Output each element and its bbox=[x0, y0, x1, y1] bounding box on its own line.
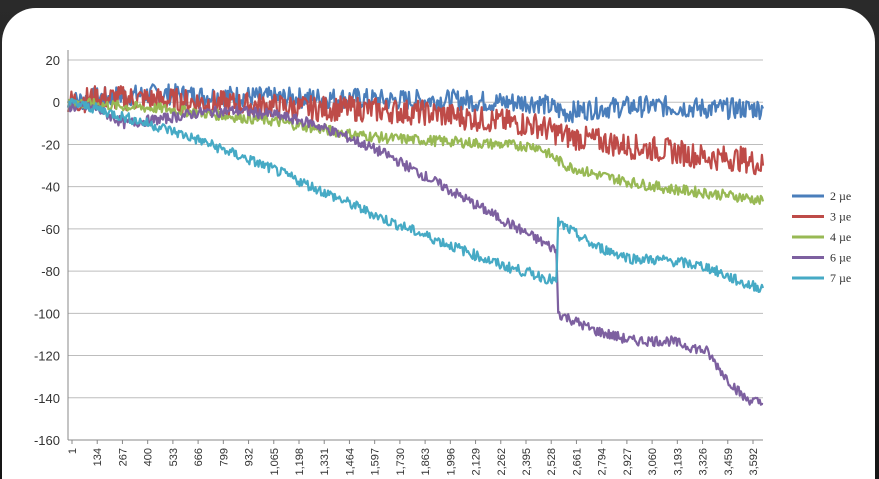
x-tick-label: 1,996 bbox=[445, 448, 457, 476]
x-tick-label: 1 bbox=[67, 448, 79, 454]
x-tick-label: 3,592 bbox=[748, 448, 760, 476]
y-tick-label: 0 bbox=[53, 95, 60, 110]
x-tick-label: 1,730 bbox=[395, 448, 407, 476]
y-tick-label: -140 bbox=[34, 391, 60, 406]
legend-label: 2 µe bbox=[830, 189, 851, 203]
legend-label: 3 µe bbox=[830, 210, 851, 224]
x-tick-label: 3,060 bbox=[647, 448, 659, 476]
x-tick-label: 1,863 bbox=[420, 448, 432, 476]
legend-label: 6 µe bbox=[830, 251, 851, 265]
x-tick-label: 1,464 bbox=[344, 448, 356, 476]
series-line-3 bbox=[66, 97, 765, 206]
x-tick-label: 932 bbox=[244, 448, 256, 466]
chart-card: 20 0 -20 -40 -60 -80 -100 -120 -140 -160 1 134 267 4… bbox=[2, 8, 875, 479]
x-tick-label: 134 bbox=[92, 448, 104, 466]
x-tick-label: 2,528 bbox=[546, 448, 558, 476]
x-tick-label: 3,193 bbox=[672, 448, 684, 476]
x-tick-labels: 1 134 267 400 533 666 799 932 1,065 1,198 1,331 1,4… bbox=[67, 448, 760, 476]
x-tick-label: 267 bbox=[117, 448, 129, 466]
x-tick-label: 1,331 bbox=[319, 448, 331, 476]
y-tick-label: -160 bbox=[34, 433, 60, 448]
legend: 2 µe 3 µe 4 µe 6 µe 7 µe bbox=[792, 189, 851, 285]
series-line-5 bbox=[66, 97, 765, 293]
x-tick-label: 2,927 bbox=[622, 448, 634, 476]
series-layer bbox=[66, 83, 765, 406]
line-chart: 20 0 -20 -40 -60 -80 -100 -120 -140 -160 1 134 267 4… bbox=[34, 50, 851, 476]
x-tick-label: 2,262 bbox=[496, 448, 508, 476]
y-tick-label: -120 bbox=[34, 349, 60, 364]
x-tick-label: 1,198 bbox=[294, 448, 306, 476]
y-tick-label: -20 bbox=[41, 137, 60, 152]
x-tick-label: 1,065 bbox=[269, 448, 281, 476]
x-tick-label: 3,459 bbox=[723, 448, 735, 476]
x-tick-label: 533 bbox=[168, 448, 180, 466]
y-tick-label: -40 bbox=[41, 180, 60, 195]
y-tick-label: -100 bbox=[34, 306, 60, 321]
legend-label: 7 µe bbox=[830, 271, 851, 285]
x-tick-label: 3,326 bbox=[698, 448, 710, 476]
x-tick-label: 799 bbox=[218, 448, 230, 466]
x-tick-label: 400 bbox=[143, 448, 155, 466]
x-tick-label: 2,794 bbox=[597, 448, 609, 476]
y-tick-label: -60 bbox=[41, 222, 60, 237]
x-tick-label: 1,597 bbox=[370, 448, 382, 476]
x-tick-label: 2,661 bbox=[571, 448, 583, 476]
series-line-4 bbox=[66, 101, 764, 406]
x-tick-label: 2,395 bbox=[521, 448, 533, 476]
y-tick-label: 20 bbox=[46, 53, 60, 68]
legend-label: 4 µe bbox=[830, 230, 851, 244]
axes bbox=[67, 50, 763, 444]
x-tick-label: 2,129 bbox=[471, 448, 483, 476]
x-tick-label: 666 bbox=[193, 448, 205, 466]
y-tick-labels: 20 0 -20 -40 -60 -80 -100 -120 -140 -160 bbox=[34, 53, 60, 448]
y-tick-label: -80 bbox=[41, 264, 60, 279]
series-line-2 bbox=[66, 85, 765, 176]
